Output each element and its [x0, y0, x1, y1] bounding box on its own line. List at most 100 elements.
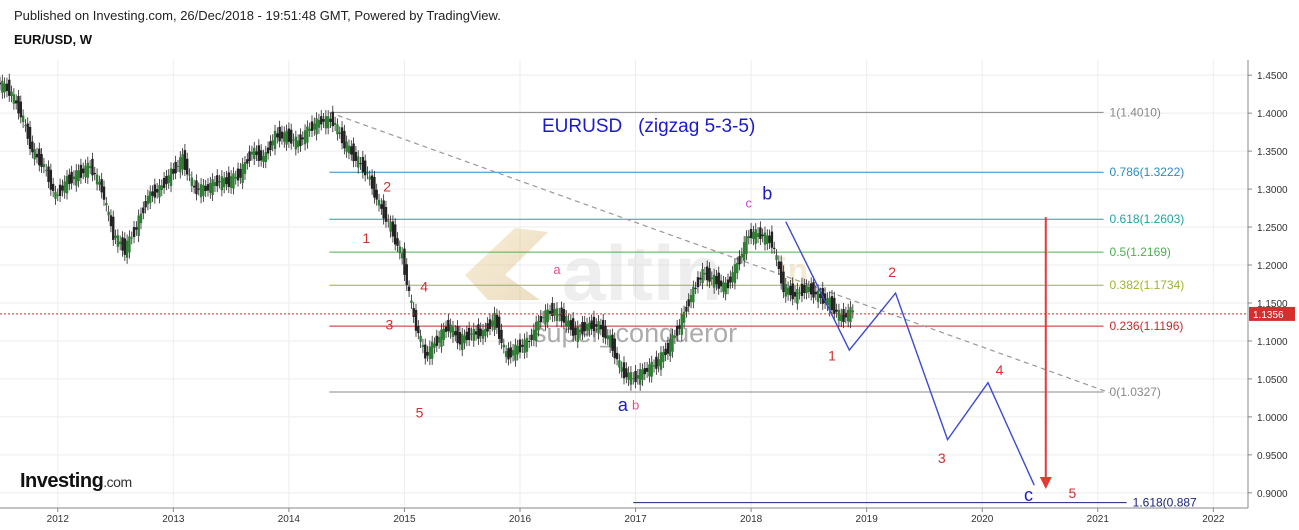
candle-body [479, 328, 482, 337]
candle-body [611, 334, 614, 351]
candle-body [394, 224, 397, 245]
candle-body [183, 150, 187, 170]
candle-body [474, 331, 478, 335]
candle-body [165, 176, 168, 185]
candle-body [5, 83, 9, 92]
candle-body [662, 352, 665, 362]
candle-body [641, 369, 644, 380]
candle-body [149, 191, 152, 203]
candle-body [206, 184, 210, 191]
candle-body [689, 295, 693, 303]
candle-body [24, 125, 27, 127]
candle-body [56, 194, 59, 196]
x-tick-label: 2012 [47, 514, 70, 525]
candle-body [410, 300, 413, 303]
candle-body [377, 199, 381, 206]
candle-body [851, 310, 854, 313]
candle-body [627, 372, 630, 380]
candle-body [528, 340, 531, 342]
candle-body [719, 280, 723, 287]
candle-body [699, 277, 702, 280]
candle-body [75, 170, 78, 186]
candle-body [137, 215, 140, 237]
candle-body [225, 177, 228, 185]
candle-body [160, 185, 163, 190]
candle-body [615, 352, 619, 360]
candle-body [398, 246, 402, 254]
candle-body [47, 166, 50, 183]
candle-body [511, 350, 515, 356]
candle-body [132, 227, 136, 238]
candle-body [294, 136, 298, 150]
candle-body [333, 122, 337, 125]
trendline [329, 111, 1110, 394]
candle-body [285, 130, 288, 145]
candle-body [715, 276, 718, 285]
target-arrow-head [1039, 477, 1052, 490]
candle-body [442, 328, 445, 340]
candle-body [666, 342, 670, 354]
candle-body [747, 236, 750, 239]
candle-body [222, 178, 226, 188]
candle-body [232, 173, 235, 189]
candle-body [551, 303, 554, 317]
candle-body [65, 176, 69, 194]
candle-body [558, 314, 561, 316]
candle-body [197, 188, 200, 190]
candle-body [819, 293, 822, 298]
candle-body [296, 140, 300, 148]
candle-body [583, 322, 586, 332]
candle-body [389, 221, 392, 232]
candle-body [276, 133, 279, 138]
candle-body [0, 82, 2, 85]
candle-body [687, 299, 690, 307]
candle-body [176, 165, 180, 167]
candle-body [435, 335, 438, 346]
fib-level-label: 0.618(1.2603) [1110, 212, 1185, 226]
candle-body [789, 286, 792, 296]
fib-level-label: 0.236(1.1196) [1110, 319, 1184, 333]
candle-body [21, 115, 25, 123]
candle-body [578, 330, 582, 333]
y-tick-label: 1.0000 [1257, 413, 1288, 424]
candle-body [488, 319, 492, 330]
candle-body [310, 121, 314, 131]
candle-body [493, 312, 496, 330]
candle-body [622, 362, 626, 379]
candle-body [777, 261, 781, 269]
candle-body [738, 256, 741, 265]
candle-body [840, 314, 843, 321]
candle-body [682, 311, 686, 323]
candle-body [419, 335, 422, 342]
candle-body [768, 235, 771, 243]
candle-body [849, 306, 852, 323]
candle-body [782, 271, 785, 293]
candle-body [306, 126, 309, 143]
candle-body [370, 175, 374, 189]
candle-body [502, 344, 506, 348]
candle-body [54, 191, 57, 199]
candle-body [525, 337, 529, 352]
candle-body [712, 274, 716, 288]
candle-body [405, 264, 408, 285]
y-tick-label: 1.3500 [1257, 147, 1288, 158]
candle-body [366, 172, 369, 174]
wave-label: a [618, 395, 629, 415]
candle-body [703, 273, 707, 275]
candle-body [793, 291, 797, 297]
candle-body [38, 148, 41, 166]
wave-label: 4 [996, 362, 1004, 378]
x-tick-label: 2018 [740, 514, 763, 525]
candle-body [440, 329, 443, 347]
candle-body [779, 261, 783, 284]
candle-body [340, 127, 344, 144]
candle-body [629, 372, 633, 385]
candle-body [266, 147, 270, 154]
candle-body [673, 335, 677, 338]
candle-body [574, 327, 577, 336]
candle-body [530, 334, 533, 341]
candle-body [102, 186, 106, 200]
candle-body [634, 371, 637, 383]
candle-body [680, 314, 683, 335]
